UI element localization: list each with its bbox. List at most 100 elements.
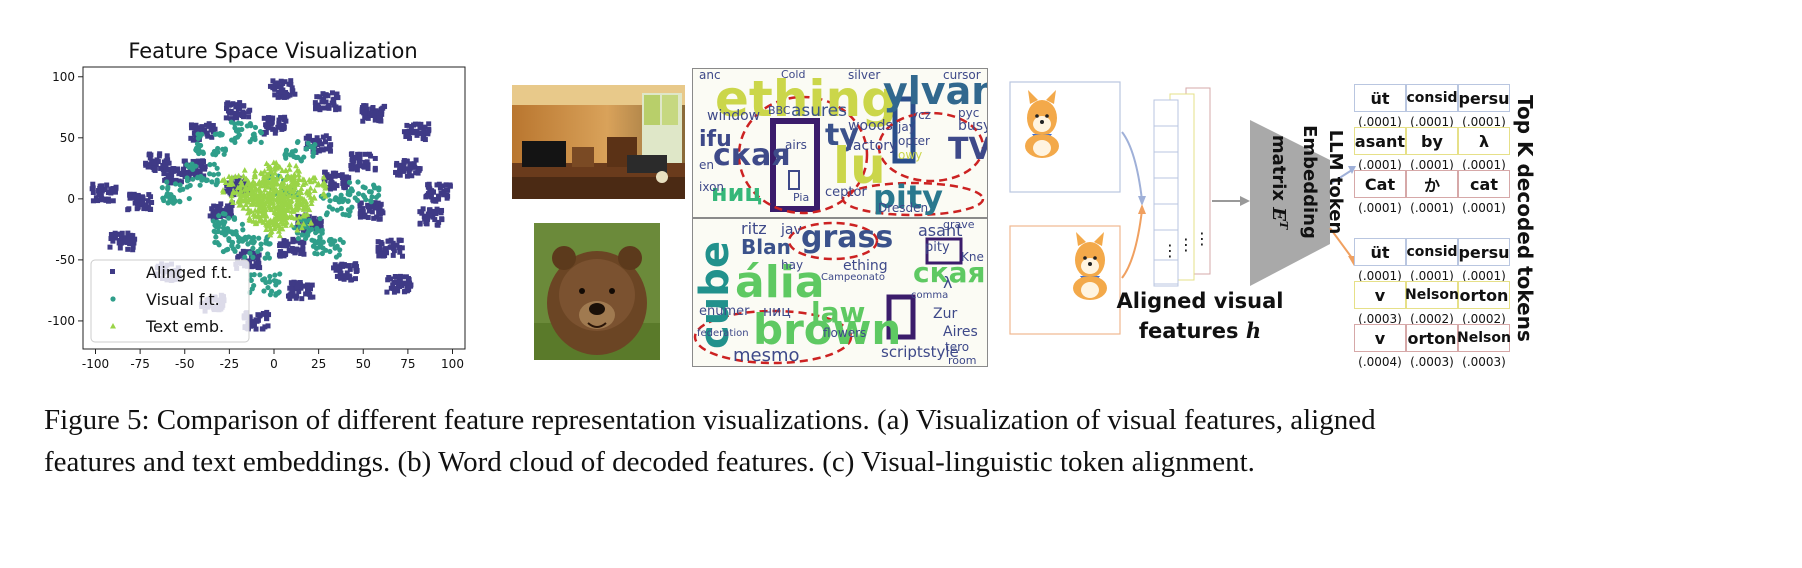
square-point xyxy=(422,216,428,222)
square-point xyxy=(417,124,423,130)
triangle-point xyxy=(255,212,262,219)
square-point xyxy=(393,162,399,168)
triangle-point xyxy=(264,171,271,178)
triangle-point xyxy=(265,221,272,227)
circle-point xyxy=(298,158,304,164)
square-point xyxy=(284,243,290,249)
word-cloud-word: hay xyxy=(781,258,804,272)
square-point xyxy=(348,151,354,157)
square-point xyxy=(108,190,114,196)
circle-point xyxy=(265,251,271,257)
square-point xyxy=(401,129,407,135)
circle-point xyxy=(220,218,226,225)
decoded-token-cell: asant xyxy=(1354,127,1406,155)
shiba-dog-icon-bottom xyxy=(1073,232,1107,300)
circle-point xyxy=(232,125,238,131)
square-point xyxy=(140,194,146,200)
square-point xyxy=(417,220,423,226)
scatter-plot-svg: Feature Space Visualization -100 -75 -50 -2… xyxy=(48,39,466,371)
square-point xyxy=(154,157,160,163)
legend-marker-circle xyxy=(110,296,116,302)
triangle-point xyxy=(306,191,313,198)
triangle-point xyxy=(298,185,305,191)
circle-point xyxy=(305,140,311,146)
square-point xyxy=(384,289,390,295)
circle-point xyxy=(231,137,238,143)
square-point xyxy=(393,242,399,248)
aligned-label-word: features xyxy=(1138,319,1239,343)
triangle-point xyxy=(288,176,295,183)
square-point xyxy=(317,107,323,113)
square-point xyxy=(354,167,360,173)
circle-point xyxy=(354,197,360,203)
square-point xyxy=(283,118,289,124)
square-point xyxy=(357,211,363,217)
decoded-token-cell: Nelson xyxy=(1457,324,1511,352)
circle-point xyxy=(327,248,333,255)
circle-point xyxy=(312,250,318,256)
square-point xyxy=(194,168,200,174)
triangle-point xyxy=(248,196,255,203)
circle-point xyxy=(239,126,245,133)
triangle-point xyxy=(270,159,277,166)
triangle-point xyxy=(294,226,301,233)
square-point xyxy=(165,167,171,173)
triangle-point xyxy=(320,191,327,197)
square-point xyxy=(323,133,329,139)
square-point xyxy=(321,105,327,111)
circle-point xyxy=(214,177,220,183)
circle-point xyxy=(200,150,206,156)
y-tick-label: -100 xyxy=(48,314,75,328)
square-point xyxy=(278,249,284,255)
triangle-point xyxy=(320,174,327,180)
square-point xyxy=(278,115,284,121)
square-point xyxy=(434,182,440,188)
square-point xyxy=(156,153,162,159)
square-point xyxy=(365,214,371,220)
square-point xyxy=(242,249,248,255)
square-point xyxy=(169,178,175,184)
triangle-point xyxy=(296,195,303,202)
circle-point xyxy=(186,164,192,170)
square-point xyxy=(186,173,192,179)
square-point xyxy=(169,172,175,178)
square-point xyxy=(118,240,124,246)
square-point xyxy=(360,206,366,212)
triangle-point xyxy=(282,201,289,208)
square-point xyxy=(125,246,131,252)
decoded-token-cell: cat xyxy=(1458,170,1510,198)
square-point xyxy=(313,106,319,112)
word-cloud-word: enumer xyxy=(699,304,750,319)
square-point xyxy=(349,157,355,163)
circle-point xyxy=(213,234,219,240)
decoded-token-cell: consid xyxy=(1406,84,1458,112)
circle-point xyxy=(368,199,374,205)
square-point xyxy=(426,126,432,132)
x-tick-label: -25 xyxy=(220,357,240,371)
circle-point xyxy=(211,172,217,178)
square-point xyxy=(378,239,384,245)
word-cloud-word: ritz xyxy=(741,219,767,238)
square-point xyxy=(272,130,278,136)
circle-point xyxy=(172,181,179,187)
circle-point xyxy=(177,182,183,188)
square-point xyxy=(275,80,281,86)
token-probability: (.0004) xyxy=(1358,355,1402,369)
brown-bear-photo xyxy=(534,223,660,360)
triangle-point xyxy=(235,199,242,205)
square-point xyxy=(439,217,445,223)
word-cloud-word: Cold xyxy=(781,68,806,81)
triangle-point xyxy=(261,186,268,193)
square-point xyxy=(303,291,309,297)
triangle-point xyxy=(273,187,280,193)
square-point xyxy=(307,291,313,297)
square-point xyxy=(407,161,413,167)
square-point xyxy=(218,201,224,207)
y-tick-label: 0 xyxy=(67,192,75,206)
decoded-token-cell: Nelson xyxy=(1405,281,1459,309)
square-point xyxy=(197,170,203,176)
square-point xyxy=(194,159,200,165)
square-point xyxy=(398,237,404,243)
square-point xyxy=(149,200,155,206)
square-point xyxy=(322,177,328,183)
